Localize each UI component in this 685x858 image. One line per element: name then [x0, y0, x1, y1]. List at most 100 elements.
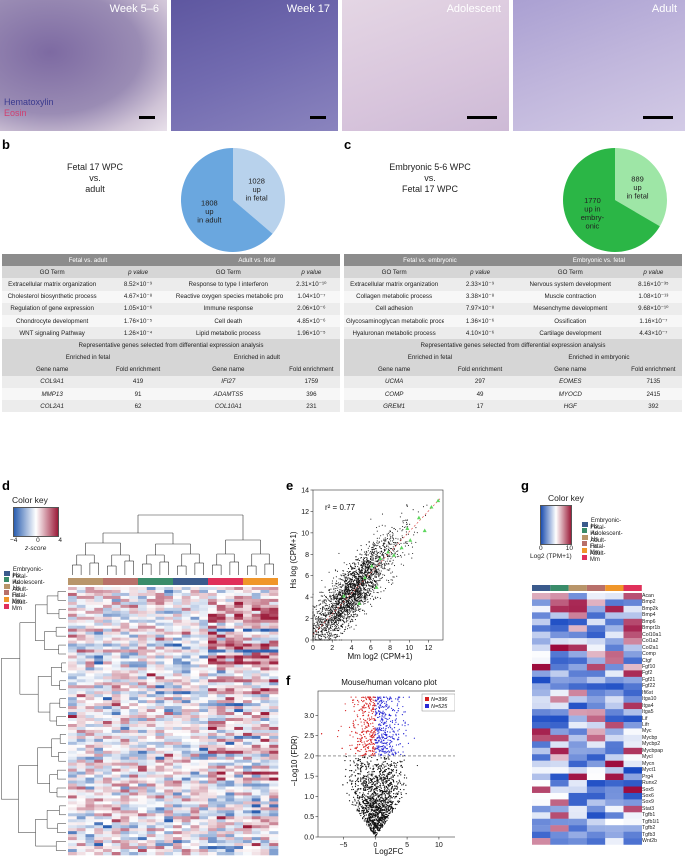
heatmap-cell: [120, 682, 130, 686]
table-row: Cholesterol biosynthetic process 4.67×10⁻…: [2, 290, 340, 303]
heatmap-cell: [120, 607, 130, 612]
heatmap-cell: [76, 712, 86, 716]
heatmap-cell: [155, 738, 165, 743]
point: [339, 582, 341, 584]
heatmap-cell: [243, 718, 253, 722]
point: [337, 630, 339, 632]
point: [346, 603, 348, 605]
heatmap-cell: [94, 759, 104, 763]
heatmap-cell: [234, 715, 244, 719]
heatmap-cell: [146, 628, 156, 632]
point: [360, 565, 362, 567]
point: [412, 509, 414, 511]
point: [373, 591, 375, 594]
heatmap-cell: [129, 628, 139, 632]
point: [362, 583, 364, 585]
point: [380, 548, 382, 550]
heatmap-cell: [216, 759, 226, 763]
heatmap-cell: [251, 712, 261, 716]
point: [351, 568, 353, 570]
heatmap-cell: [103, 622, 113, 627]
heatmap-cell: [181, 664, 191, 668]
heatmap-cell: [76, 709, 86, 713]
heatmap-cell: [103, 846, 113, 850]
heatmap-cell: [120, 837, 130, 841]
color-key-axis-d: z-score: [25, 545, 47, 552]
heatmap-cell: [269, 637, 279, 641]
heatmap-cell: [120, 828, 130, 832]
point: [351, 600, 354, 602]
point: [388, 547, 390, 549]
heatmap-cell: [120, 631, 130, 635]
point: [346, 577, 348, 579]
heatmap-cell: [146, 771, 156, 775]
point: [347, 615, 349, 617]
point: [316, 611, 318, 613]
heatmap-cell: [225, 619, 235, 624]
heatmap-cell: [155, 792, 165, 796]
heatmap-cell: [68, 649, 78, 653]
point: [330, 600, 333, 602]
heatmap-cell: [103, 735, 113, 740]
point: [336, 619, 338, 621]
heatmap-cell: [103, 658, 113, 662]
heatmap-cell: [68, 843, 78, 847]
point: [373, 533, 375, 535]
heatmap-cell: [129, 819, 139, 823]
heatmap-cell: [243, 619, 253, 624]
heatmap-cell: [190, 625, 200, 629]
heatmap-cell: [68, 631, 78, 635]
heatmap-cell: [181, 825, 191, 829]
heatmap-cell: [85, 661, 95, 665]
heatmap-cell: [216, 622, 226, 627]
heatmap-cell: [243, 649, 253, 653]
point: [323, 627, 325, 629]
heatmap-cell: [76, 658, 86, 662]
point: [354, 586, 356, 588]
heatmap-cell: [190, 619, 200, 624]
pie-slice-fetal: [615, 148, 667, 227]
point: [365, 550, 367, 552]
micrograph-title: Adult: [651, 3, 677, 15]
heatmap-cell: [208, 649, 218, 653]
point: [364, 570, 366, 572]
heatmap-cell: [234, 840, 244, 844]
heatmap-cell: [68, 783, 78, 787]
heatmap-cell: [269, 852, 279, 856]
heatmap-cell: [155, 604, 165, 609]
heatmap-cell: [111, 652, 121, 656]
point: [362, 558, 364, 560]
point: [373, 548, 375, 550]
point: [361, 597, 363, 599]
heatmap-cell: [138, 637, 148, 641]
point: [336, 585, 338, 587]
point: [363, 584, 365, 586]
heatmap-cell: [243, 637, 253, 641]
heatmap-cell: [199, 810, 209, 814]
point: [321, 628, 323, 630]
heatmap-cell: [111, 735, 121, 740]
heatmap-cell: [260, 774, 270, 778]
heatmap-cell: [208, 723, 218, 728]
heatmap-cell: [103, 661, 113, 665]
heatmap-cell: [269, 709, 279, 713]
heatmap-cell: [120, 685, 130, 689]
point: [325, 596, 327, 598]
heatmap-cell: [155, 801, 165, 805]
heatmap-cell: [260, 726, 270, 731]
heatmap-cell: [76, 691, 86, 695]
point: [373, 544, 375, 546]
heatmap-cell: [146, 789, 156, 793]
heatmap-cell: [68, 735, 78, 740]
point: [373, 552, 375, 554]
heatmap-cell: [103, 762, 113, 766]
heatmap-cell: [173, 729, 183, 734]
point: [396, 550, 398, 553]
point: [354, 604, 356, 606]
heatmap-cell: [234, 697, 244, 701]
point: [365, 572, 367, 574]
heatmap-cell: [216, 637, 226, 641]
point: [341, 625, 343, 627]
heatmap-cell: [76, 807, 86, 811]
point: [320, 619, 322, 621]
